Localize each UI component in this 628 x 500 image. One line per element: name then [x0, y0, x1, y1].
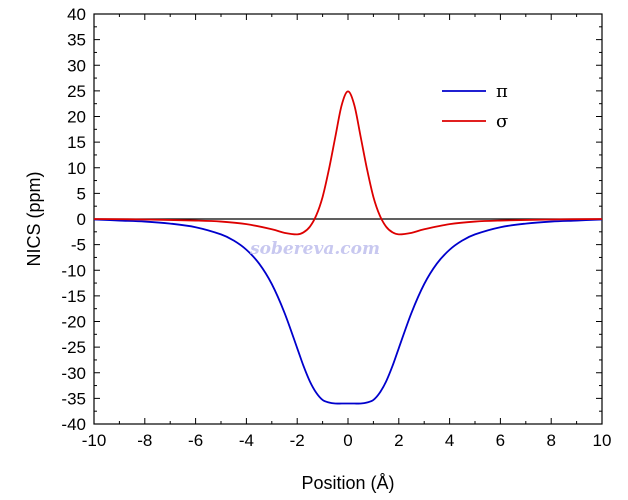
x-tick-label: 0: [343, 431, 352, 450]
x-tick-label: -4: [239, 431, 254, 450]
y-tick-label: -30: [61, 364, 86, 383]
legend-label: σ: [496, 111, 508, 132]
watermark-text: sobereva.com: [249, 239, 380, 259]
y-tick-label: -20: [61, 313, 86, 332]
y-tick-label: -25: [61, 338, 86, 357]
y-tick-label: -15: [61, 287, 86, 306]
x-tick-label: -10: [82, 431, 107, 450]
x-tick-label: 6: [496, 431, 505, 450]
legend-label: π: [496, 81, 508, 102]
y-tick-label: 40: [67, 5, 86, 24]
y-tick-label: 35: [67, 31, 86, 50]
y-tick-label: 30: [67, 56, 86, 75]
y-tick-label: -10: [61, 261, 86, 280]
y-tick-label: 15: [67, 133, 86, 152]
x-tick-label: 10: [593, 431, 612, 450]
y-axis-label: NICS (ppm): [24, 171, 44, 266]
series-lines: [93, 90, 603, 405]
axis-ticks: -10 -8 -6 -4 -2 0 2 4 6 8 10-40-35-30-25-20-15-10-…: [61, 5, 611, 450]
y-tick-label: 5: [77, 184, 86, 203]
x-tick-label: -2: [290, 431, 305, 450]
y-tick-label: 20: [67, 108, 86, 127]
y-tick-label: 25: [67, 82, 86, 101]
y-tick-label: -35: [61, 389, 86, 408]
legend: πσ: [442, 81, 508, 132]
x-tick-label: -6: [188, 431, 203, 450]
y-tick-label: -5: [71, 236, 86, 255]
series-line-sigma: [93, 90, 603, 236]
x-tick-label: 2: [394, 431, 403, 450]
series-line-pi: [93, 218, 603, 405]
x-tick-label: 8: [546, 431, 555, 450]
y-tick-label: -40: [61, 415, 86, 434]
y-tick-label: 0: [77, 210, 86, 229]
x-tick-label: 4: [445, 431, 454, 450]
y-tick-label: 10: [67, 159, 86, 178]
x-axis-label: Position (Å): [301, 473, 394, 493]
x-tick-label: -8: [137, 431, 152, 450]
